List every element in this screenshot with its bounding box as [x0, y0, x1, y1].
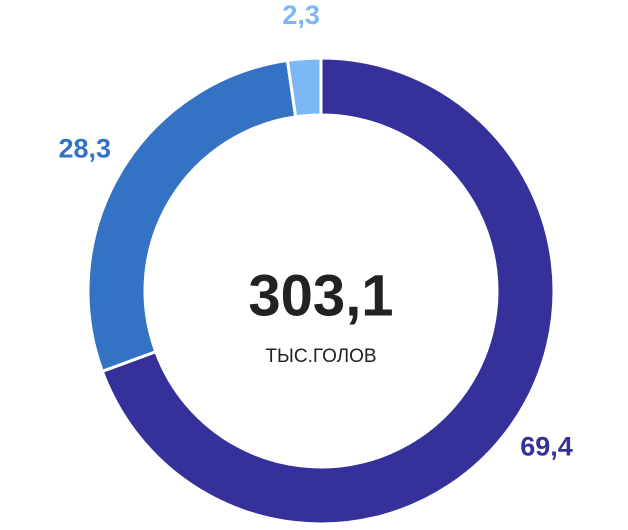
center-unit: ТЫС.ГОЛОВ — [265, 346, 376, 367]
value-label: 2,3 — [282, 0, 320, 30]
center-total: 303,1 — [248, 263, 393, 328]
donut-segment — [100, 56, 556, 526]
donut-segment — [285, 56, 323, 119]
value-label: 69,4 — [520, 432, 573, 462]
value-label: 28,3 — [58, 133, 111, 163]
